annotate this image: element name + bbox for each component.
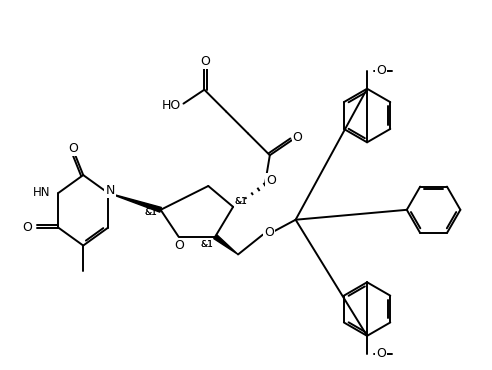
- Text: O: O: [264, 226, 274, 239]
- Text: &1: &1: [235, 197, 247, 206]
- Text: O: O: [200, 56, 210, 68]
- Text: &1: &1: [201, 240, 214, 249]
- Polygon shape: [108, 193, 161, 212]
- Text: O: O: [175, 239, 184, 252]
- Text: &1: &1: [144, 208, 157, 217]
- Text: HN: HN: [33, 186, 50, 199]
- Text: HO: HO: [162, 99, 181, 112]
- Text: O: O: [266, 174, 276, 186]
- Text: &1: &1: [235, 197, 247, 206]
- Text: N: N: [105, 185, 115, 198]
- Text: &1: &1: [144, 208, 157, 217]
- Polygon shape: [214, 235, 238, 255]
- Text: O: O: [68, 142, 78, 155]
- Text: HO: HO: [162, 99, 181, 112]
- Text: &1: &1: [201, 240, 214, 249]
- Text: O: O: [376, 347, 386, 360]
- Text: O: O: [376, 64, 386, 77]
- Text: O: O: [266, 174, 276, 186]
- Text: O: O: [376, 64, 386, 77]
- Text: O: O: [175, 239, 184, 252]
- Text: O: O: [293, 131, 303, 144]
- Text: O: O: [23, 221, 32, 234]
- Text: O: O: [68, 142, 78, 155]
- Text: O: O: [264, 226, 274, 239]
- Text: O: O: [23, 221, 32, 234]
- Text: O: O: [293, 131, 303, 144]
- Text: O: O: [200, 56, 210, 68]
- Text: HN: HN: [33, 186, 50, 199]
- Text: O: O: [376, 347, 386, 360]
